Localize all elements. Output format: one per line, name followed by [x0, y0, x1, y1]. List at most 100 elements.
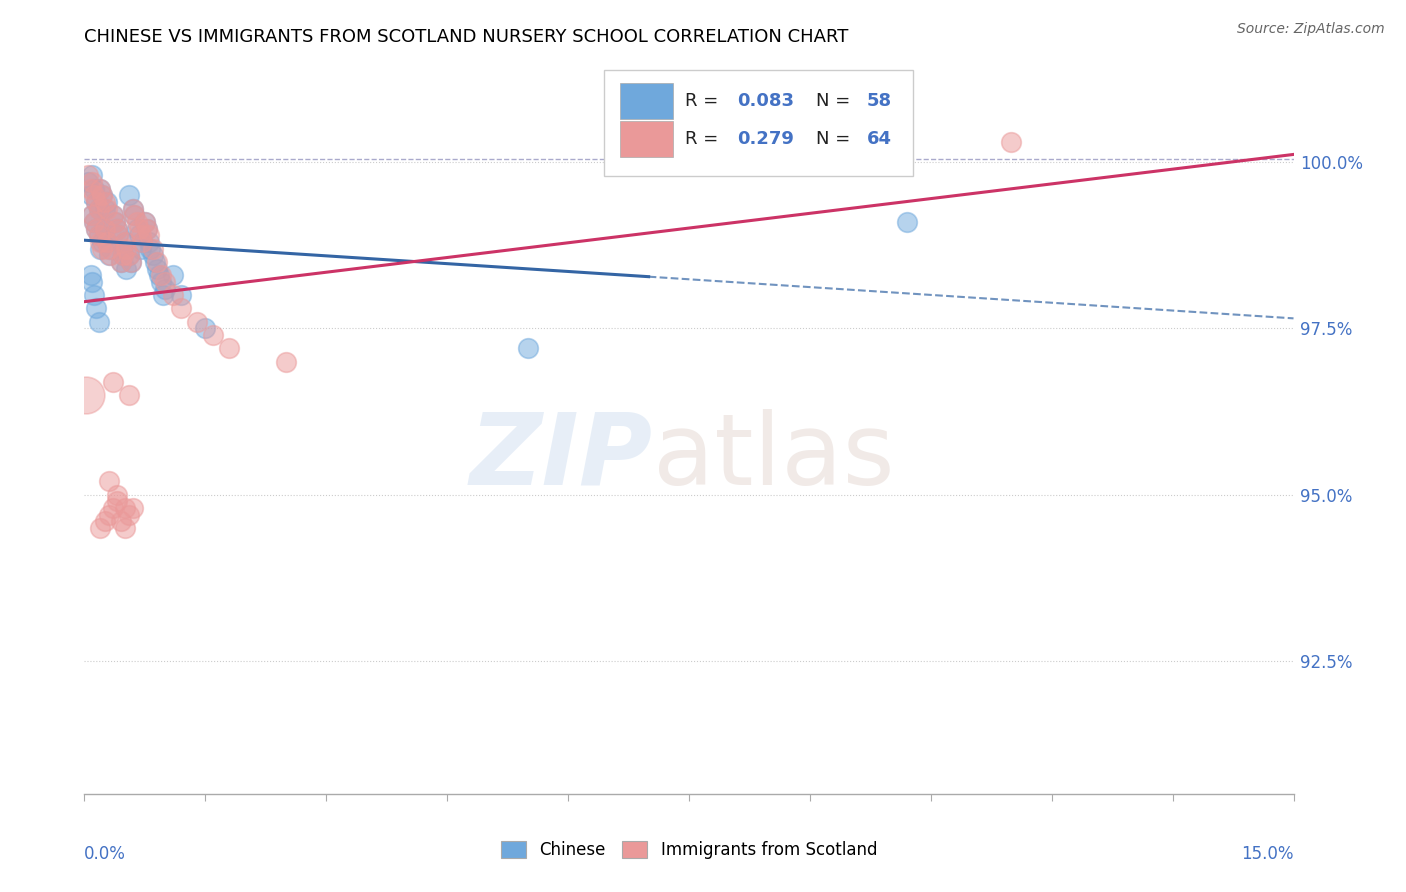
Point — [162, 288, 184, 302]
Point — [93, 514, 115, 528]
Text: N =: N = — [815, 92, 856, 111]
Point — [134, 215, 156, 229]
Point — [105, 488, 128, 502]
Point — [96, 235, 118, 249]
Point — [101, 208, 124, 222]
Point — [105, 221, 128, 235]
Point — [124, 208, 146, 222]
Point — [89, 235, 111, 249]
Point — [114, 235, 136, 249]
Point — [153, 275, 176, 289]
Point — [136, 221, 159, 235]
Point — [93, 221, 115, 235]
Point — [87, 228, 110, 243]
Point — [77, 175, 100, 189]
Point — [86, 195, 108, 210]
Point — [146, 261, 169, 276]
Point — [120, 255, 142, 269]
Point — [136, 221, 159, 235]
Point — [121, 202, 143, 216]
Point — [80, 182, 103, 196]
Point — [97, 242, 120, 256]
Point — [77, 169, 100, 183]
Point — [89, 182, 111, 196]
Point — [110, 514, 132, 528]
Text: R =: R = — [685, 130, 724, 148]
Point — [87, 202, 110, 216]
Point — [83, 288, 105, 302]
Point — [129, 242, 152, 256]
Text: N =: N = — [815, 130, 856, 148]
Point — [896, 215, 918, 229]
Point — [516, 342, 538, 356]
Point — [186, 315, 208, 329]
Point — [86, 301, 108, 316]
Point — [93, 195, 115, 210]
Point — [104, 215, 127, 229]
Point — [153, 281, 176, 295]
Point — [80, 188, 103, 202]
Point — [91, 242, 114, 256]
Point — [125, 221, 148, 235]
Point — [89, 242, 111, 256]
Point — [125, 215, 148, 229]
Point — [112, 248, 135, 262]
Point — [110, 255, 132, 269]
Point — [149, 275, 172, 289]
Text: R =: R = — [685, 92, 724, 111]
Point — [274, 354, 297, 368]
Point — [1000, 135, 1022, 149]
FancyBboxPatch shape — [620, 83, 673, 120]
Point — [138, 228, 160, 243]
Point — [121, 202, 143, 216]
Point — [121, 500, 143, 515]
Point — [93, 221, 115, 235]
Point — [101, 500, 124, 515]
Text: 0.0%: 0.0% — [84, 845, 127, 863]
Point — [96, 202, 118, 216]
Point — [97, 475, 120, 489]
Point — [82, 275, 104, 289]
Point — [96, 235, 118, 249]
Point — [83, 215, 105, 229]
Text: 64: 64 — [866, 130, 891, 148]
Point — [114, 235, 136, 249]
Point — [120, 255, 142, 269]
Text: 58: 58 — [866, 92, 891, 111]
Point — [87, 315, 110, 329]
FancyBboxPatch shape — [620, 121, 673, 157]
Point — [105, 494, 128, 508]
Point — [91, 188, 114, 202]
Point — [91, 188, 114, 202]
Point — [82, 175, 104, 189]
Point — [114, 521, 136, 535]
Point — [75, 388, 97, 402]
Point — [142, 242, 165, 256]
Text: ZIP: ZIP — [470, 409, 652, 506]
Point — [115, 261, 138, 276]
Point — [149, 268, 172, 283]
Point — [83, 188, 105, 202]
Point — [82, 169, 104, 183]
Point — [118, 508, 141, 522]
Point — [83, 182, 105, 196]
Point — [131, 235, 153, 249]
Point — [194, 321, 217, 335]
Point — [124, 208, 146, 222]
Point — [118, 188, 141, 202]
Point — [87, 202, 110, 216]
Point — [86, 221, 108, 235]
Text: 0.279: 0.279 — [737, 130, 794, 148]
Point — [152, 288, 174, 302]
FancyBboxPatch shape — [605, 70, 912, 176]
Point — [93, 202, 115, 216]
Point — [118, 248, 141, 262]
Point — [128, 228, 150, 243]
Point — [86, 195, 108, 210]
Point — [87, 228, 110, 243]
Point — [97, 508, 120, 522]
Point — [115, 242, 138, 256]
Text: 15.0%: 15.0% — [1241, 845, 1294, 863]
Point — [105, 221, 128, 235]
Point — [128, 221, 150, 235]
